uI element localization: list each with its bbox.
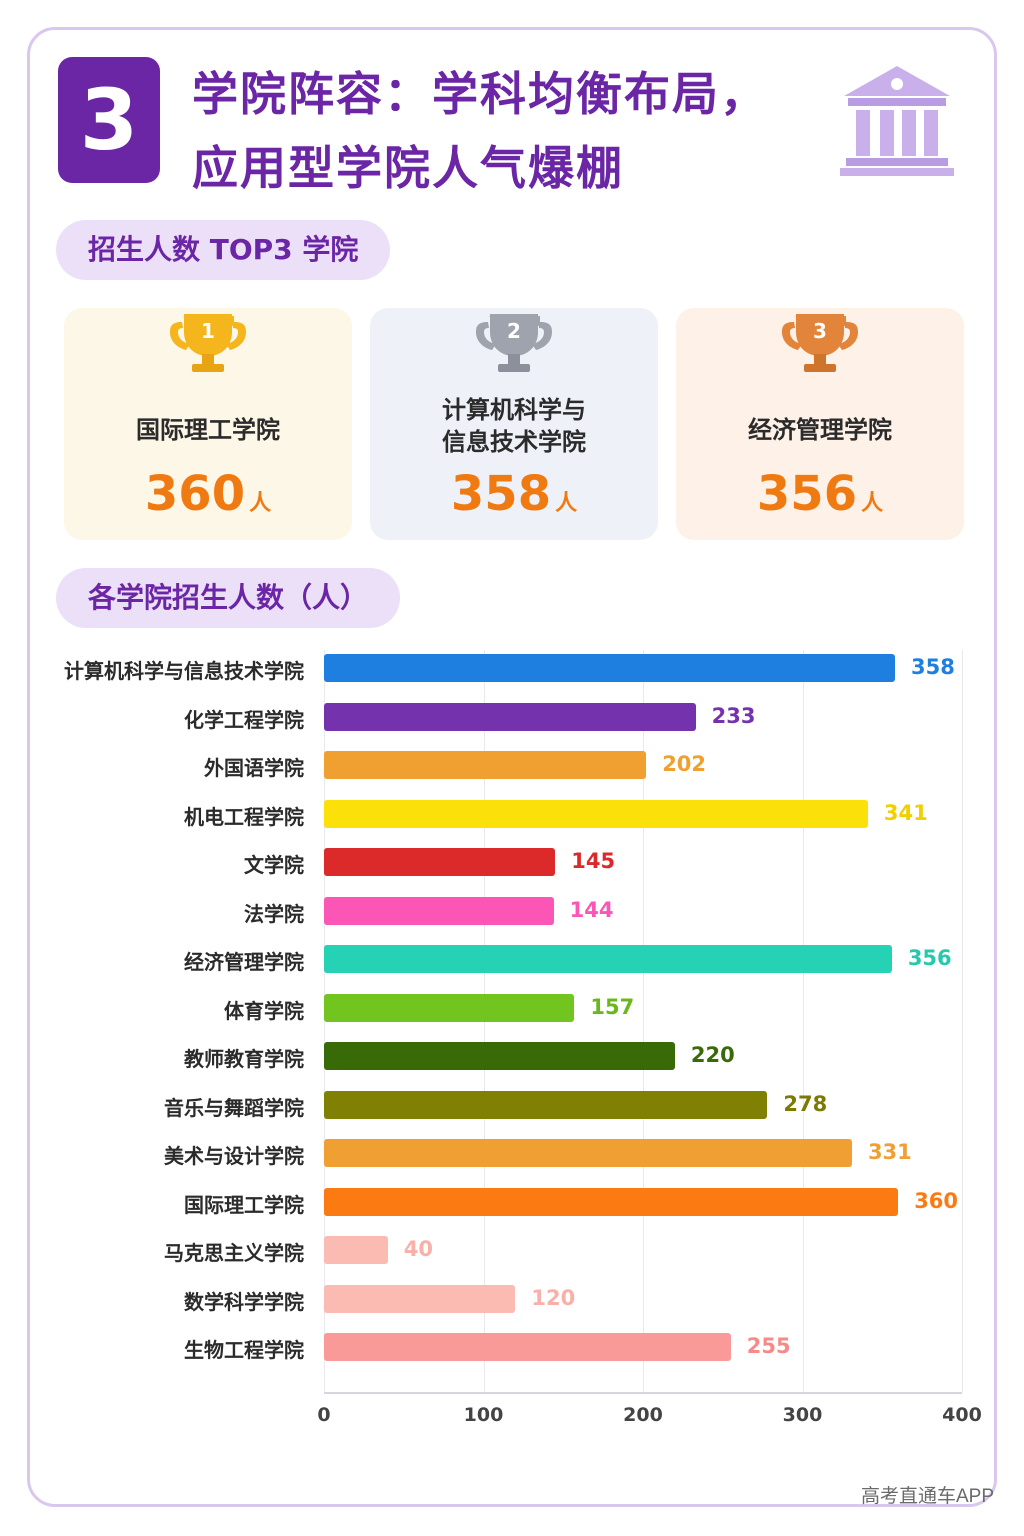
bar (324, 751, 647, 779)
top3-count-3: 356 (756, 466, 858, 522)
category-label: 法学院 (244, 901, 304, 926)
top3-unit-3: 人 (861, 491, 884, 516)
top3-name-2: 计算机科学与 信息技术学院 (370, 394, 658, 458)
x-tick-label: 0 (317, 1403, 331, 1426)
bar (324, 1090, 768, 1119)
category-label: 美术与设计学院 (164, 1144, 304, 1168)
bar (324, 1236, 388, 1264)
bar (324, 1042, 675, 1070)
top3-count-2: 358 (450, 466, 552, 522)
top3-card-3: 3 经济管理学院 356 人 (676, 308, 964, 540)
value-label: 341 (883, 800, 928, 825)
category-label: 国际理工学院 (184, 1192, 304, 1217)
bar (324, 654, 895, 682)
top3-card-1: 1 国际理工学院 360 人 (64, 308, 352, 540)
x-tick-label: 100 (463, 1403, 504, 1426)
page-title-line2: 应用型学院人气爆棚 (192, 141, 624, 195)
trophy-rank-1: 1 (201, 319, 215, 343)
bar (324, 1139, 852, 1167)
value-label: 360 (914, 1188, 959, 1213)
value-label: 145 (571, 849, 616, 873)
top3-card-2: 2 计算机科学与 信息技术学院 358 人 (370, 308, 658, 540)
category-label: 数学科学学院 (184, 1289, 304, 1314)
value-label: 120 (531, 1285, 576, 1310)
grid-line (962, 650, 963, 1392)
value-label: 255 (746, 1334, 791, 1358)
x-tick-label: 400 (942, 1403, 982, 1426)
trophy-rank-2: 2 (507, 319, 521, 343)
top3-name-3: 经济管理学院 (748, 416, 892, 444)
building-columns-icon (840, 66, 954, 176)
bar (324, 702, 696, 731)
top3-count-1: 360 (144, 466, 246, 522)
bar (324, 1187, 899, 1216)
bar (324, 799, 868, 828)
category-label: 经济管理学院 (184, 950, 304, 974)
top3-name-2-line2: 信息技术学院 (442, 428, 586, 456)
value-label: 40 (403, 1237, 434, 1261)
enrollment-bar-chart: 0 100 200 300 400 计算机科学与信息技术学院 358 化学工程学院 233 外国语… (0, 640, 1024, 1440)
category-label: 外国语学院 (204, 756, 304, 780)
category-label: 教师教育学院 (184, 1047, 304, 1071)
value-label: 202 (662, 752, 707, 776)
value-label: 220 (690, 1043, 735, 1067)
category-label: 计算机科学与信息技术学院 (64, 659, 304, 683)
value-label: 233 (711, 703, 756, 728)
value-label: 358 (911, 655, 955, 679)
category-label: 音乐与舞蹈学院 (164, 1095, 304, 1120)
category-label: 体育学院 (224, 998, 304, 1023)
source-watermark: 高考直通车APP (860, 1486, 994, 1507)
bar (324, 848, 556, 876)
top3-unit-2: 人 (555, 491, 578, 516)
category-label: 马克思主义学院 (164, 1241, 304, 1265)
value-label: 157 (590, 994, 635, 1019)
top3-name-2-line1: 计算机科学与 (442, 396, 586, 424)
bronze-trophy-icon: 3 (782, 314, 858, 372)
top3-name-1: 国际理工学院 (136, 416, 280, 444)
gold-trophy-icon: 1 (170, 314, 246, 372)
bar (324, 896, 554, 925)
top3-unit-1: 人 (249, 491, 272, 516)
category-label: 生物工程学院 (184, 1338, 304, 1362)
x-tick-label: 200 (623, 1403, 663, 1426)
value-label: 356 (907, 946, 952, 970)
chart-section-label: 各学院招生人数（人） (56, 568, 401, 628)
grid-line (643, 650, 644, 1392)
silver-trophy-icon: 2 (476, 314, 552, 372)
x-tick-label: 300 (782, 1403, 823, 1426)
bar (324, 1333, 731, 1361)
grid-line (802, 650, 804, 1392)
bar (324, 945, 892, 973)
category-label: 机电工程学院 (184, 804, 304, 829)
x-axis-line (324, 1391, 962, 1394)
value-label: 331 (867, 1140, 912, 1164)
top3-section-label: 招生人数 TOP3 学院 (56, 220, 391, 280)
category-label: 化学工程学院 (184, 707, 304, 732)
bar (324, 993, 575, 1022)
category-label: 文学院 (244, 853, 304, 877)
trophy-rank-3: 3 (813, 319, 827, 343)
value-label: 278 (783, 1091, 828, 1116)
value-label: 144 (569, 897, 614, 922)
page-title-line1: 学院阵容：学科均衡布局， (192, 67, 768, 121)
section-number-badge: 3 (58, 57, 160, 183)
bar (324, 1284, 516, 1313)
